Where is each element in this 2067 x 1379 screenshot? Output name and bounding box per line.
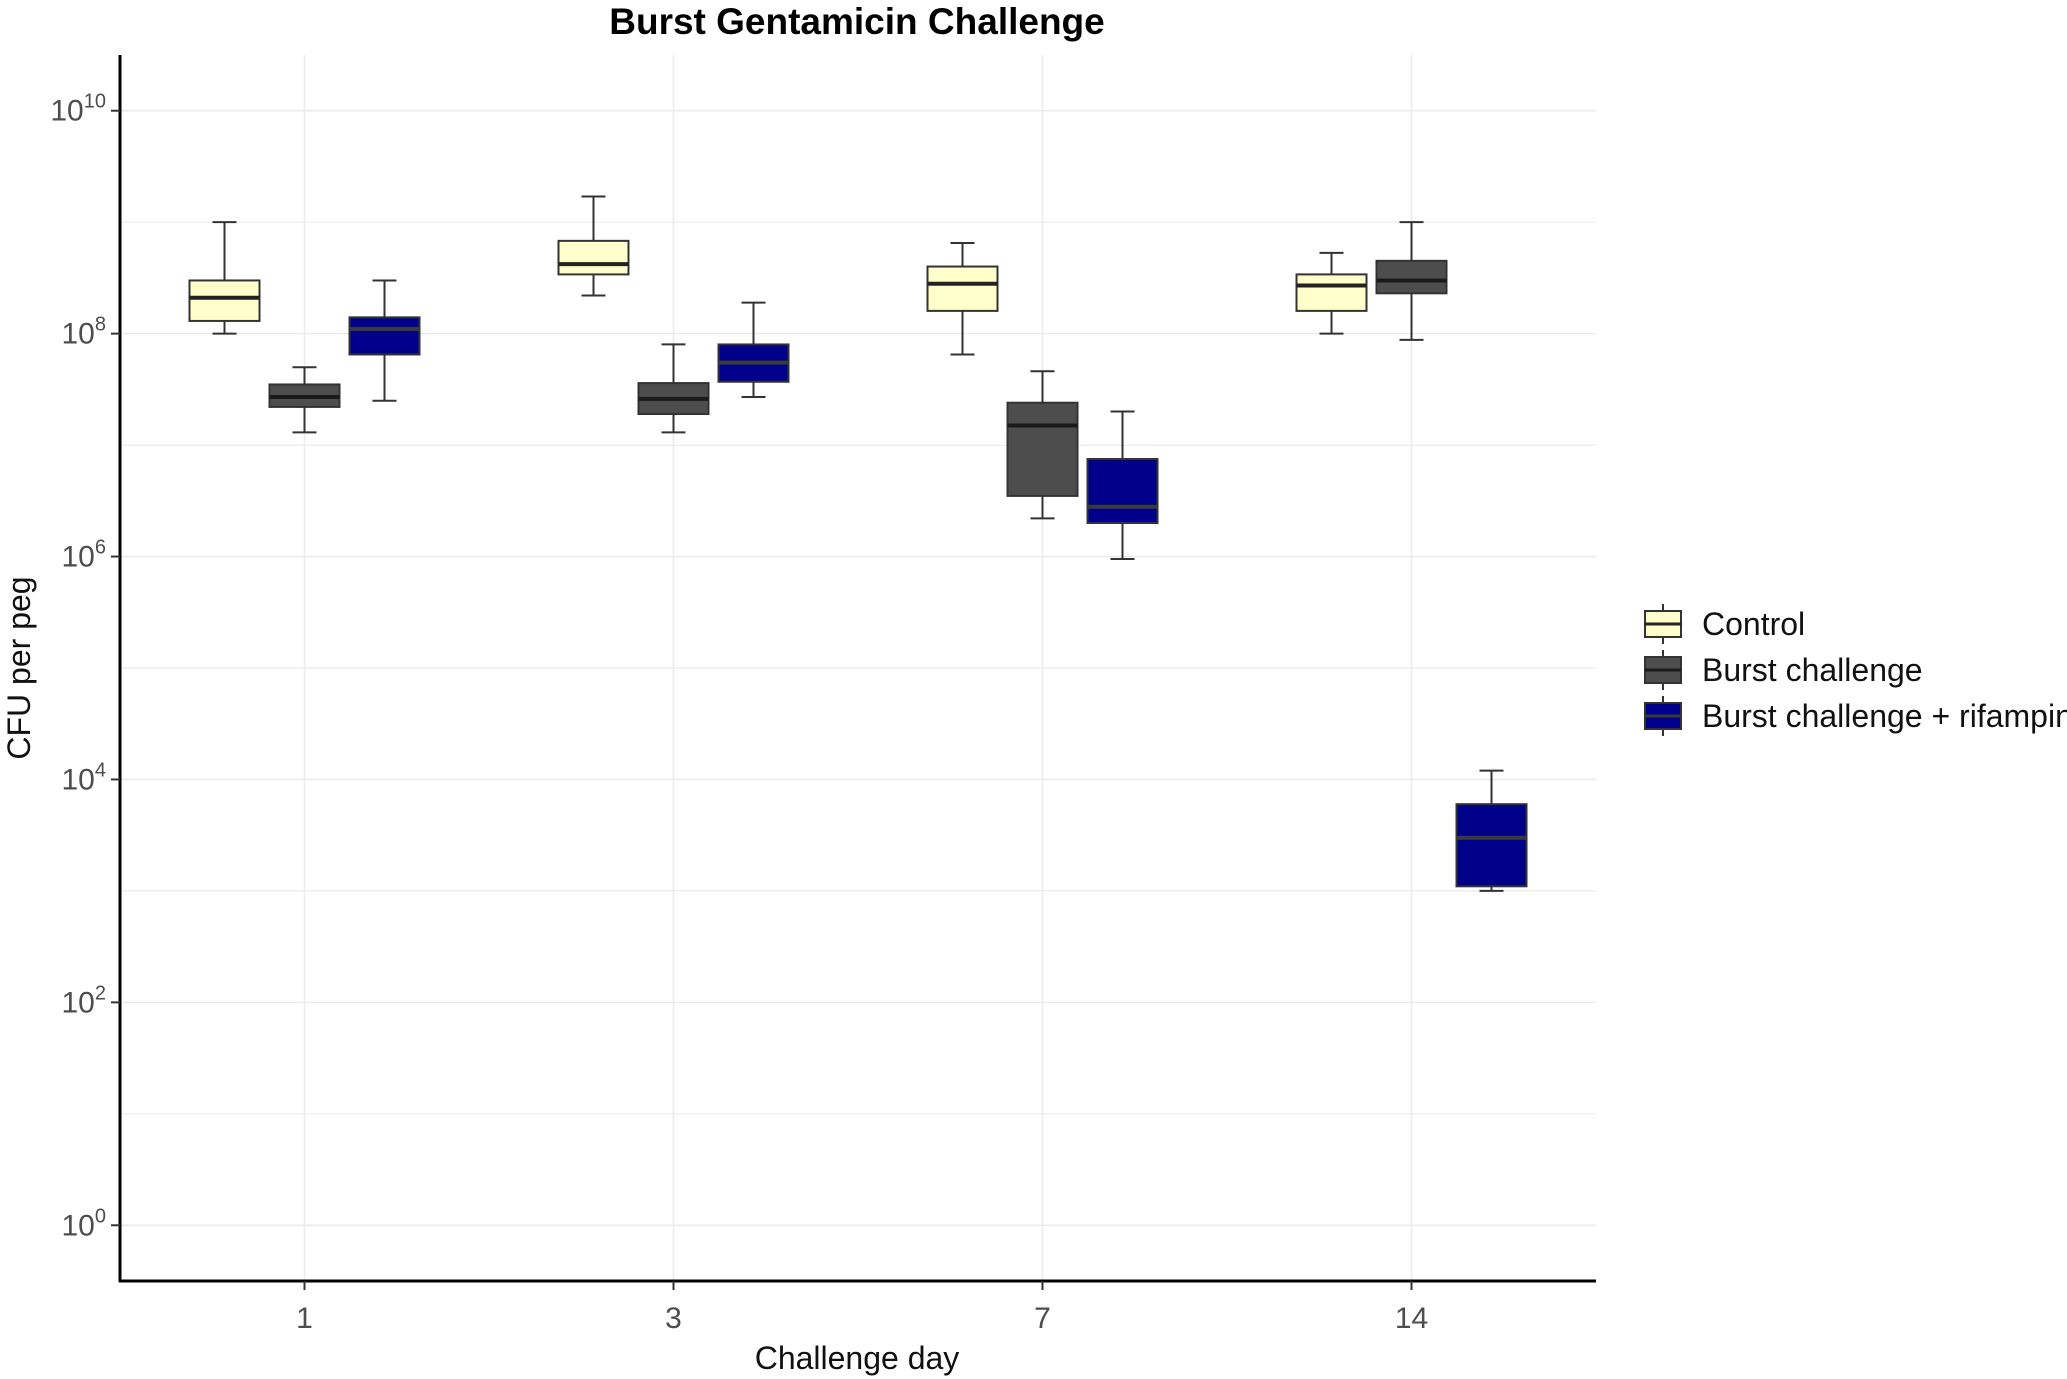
x-tick-label: 7 [1034,1302,1051,1335]
x-axis-ticks: 1 3 7 14 [296,1281,1428,1335]
box-iqr [1086,458,1159,524]
legend-label: Burst challenge + rifampin [1702,698,2067,734]
box-control-day-7 [926,242,999,356]
y-tick-label: 100 [62,1205,107,1242]
y-tick-label: 108 [62,314,107,351]
box-burst-challenge-day-3 [637,343,710,434]
legend-item: Burst challenge + rifampin [1644,696,2067,736]
x-tick-label: 14 [1395,1302,1428,1335]
x-axis-title: Challenge day [755,1340,960,1376]
box-burst-challenge-rifampin-day-7 [1086,410,1159,561]
chart-title: Burst Gentamicin Challenge [609,1,1105,42]
box-iqr [1006,401,1079,497]
grid [120,55,1596,1281]
legend: Control Burst challenge Burst challenge + … [1644,604,2067,736]
box-burst-challenge-day-1 [268,366,341,434]
legend-label: Control [1702,606,1805,642]
box-iqr [348,316,421,356]
box-iqr [1295,273,1368,312]
box-control-day-14 [1295,251,1368,335]
y-tick-label: 106 [62,537,107,574]
box-burst-challenge-day-7 [1006,370,1079,520]
box-control-day-3 [557,195,630,297]
x-tick-label: 1 [296,1302,313,1335]
box-iqr [1375,259,1448,295]
box-iqr [926,265,999,312]
box-burst-challenge-rifampin-day-14 [1455,769,1528,892]
y-tick-label: 1010 [50,91,106,128]
y-tick-label: 102 [62,982,107,1019]
box-iqr [1455,803,1528,888]
y-tick-label: 104 [62,759,107,796]
boxes-layer [188,195,1528,892]
box-iqr [557,239,630,276]
legend-item: Burst challenge [1644,650,1923,690]
legend-label: Burst challenge [1702,652,1923,688]
box-burst-challenge-day-14 [1375,221,1448,341]
box-iqr [188,279,261,322]
box-control-day-1 [188,221,261,335]
y-axis-title: CFU per peg [1,576,37,759]
box-burst-challenge-rifampin-day-1 [348,279,421,402]
y-axis-ticks: 100 102 104 106 108 1010 [50,91,120,1242]
legend-item: Control [1644,604,1805,644]
x-tick-label: 3 [665,1302,682,1335]
box-burst-challenge-rifampin-day-3 [717,301,790,399]
